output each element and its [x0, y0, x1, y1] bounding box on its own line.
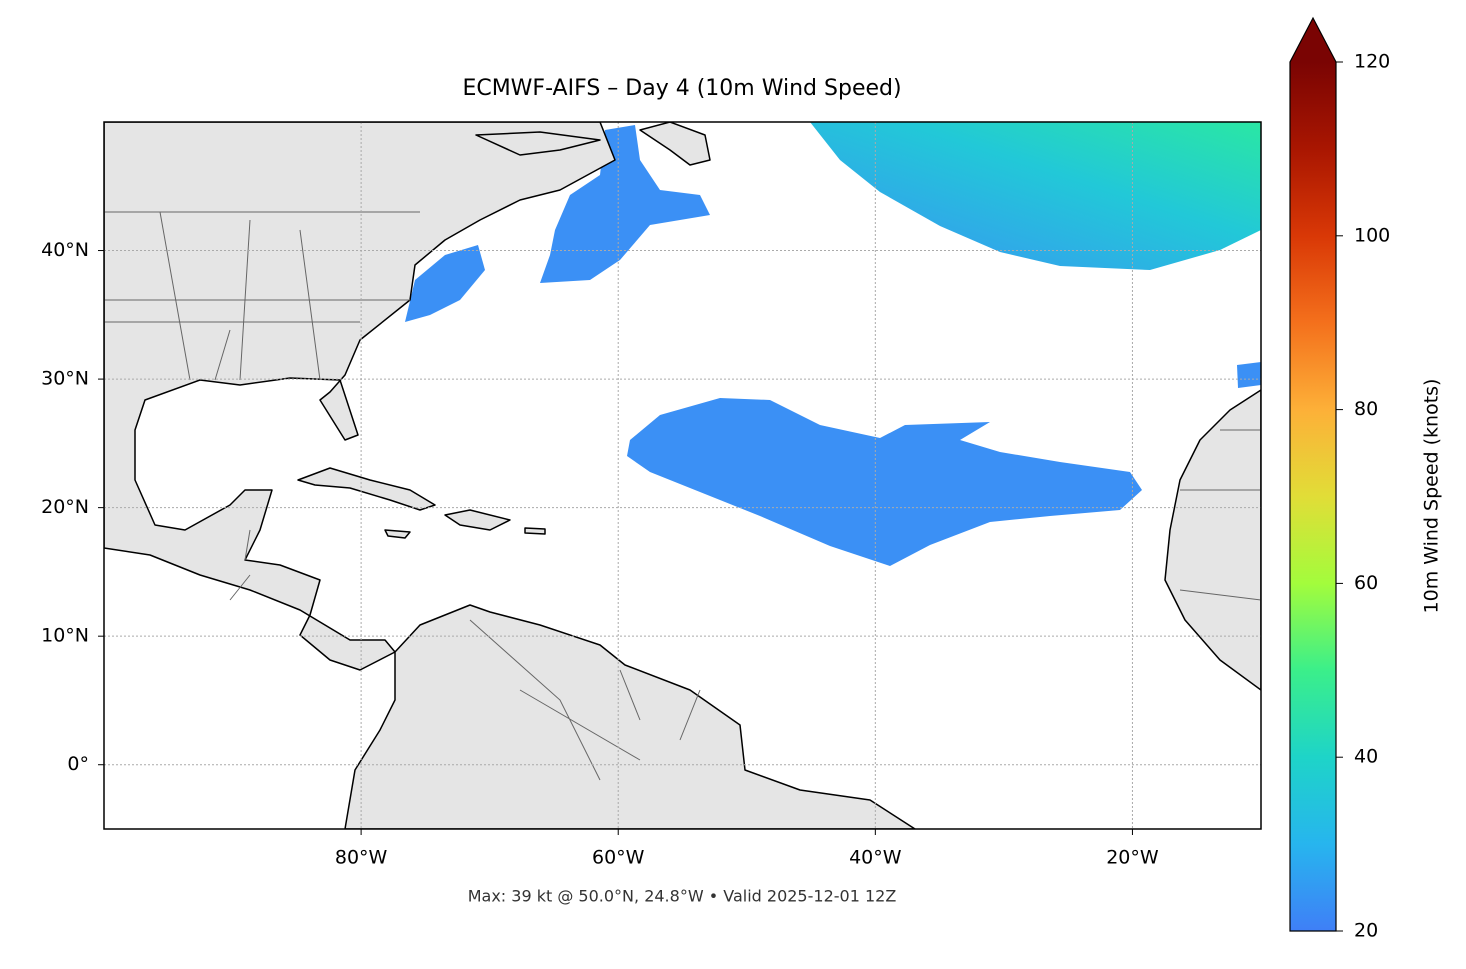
map-area: [104, 122, 1261, 829]
colorbar-tick-label: 40: [1354, 746, 1378, 768]
island: [297, 467, 436, 511]
border: [104, 211, 1261, 781]
wind-area: [540, 125, 710, 283]
x-tick-label: 80°W: [335, 847, 388, 869]
island: [524, 527, 546, 535]
wind-area: [627, 398, 1142, 566]
colorbar-tick-label: 100: [1354, 224, 1390, 246]
colorbar-tick-label: 120: [1354, 51, 1390, 73]
y-tick-label: 0°: [67, 753, 89, 775]
wind-area: [810, 122, 1261, 270]
colorbar-frame: [1289, 16, 1337, 932]
island: [639, 122, 711, 166]
island: [475, 131, 601, 156]
x-tick-label: 40°W: [849, 847, 902, 869]
land: [104, 122, 616, 671]
wind-area: [405, 245, 485, 322]
y-tick-label: 40°N: [41, 239, 89, 261]
colorbar-tick-label: 20: [1354, 920, 1378, 942]
y-tick-label: 20°N: [41, 496, 89, 518]
land: [1164, 389, 1261, 691]
wind-area: [1237, 362, 1261, 388]
x-tick-label: 60°W: [592, 847, 645, 869]
gridlines: [104, 122, 1261, 829]
x-tick-label: 20°W: [1106, 847, 1159, 869]
y-tick-label: 10°N: [41, 625, 89, 647]
map-title: ECMWF-AIFS – Day 4 (10m Wind Speed): [462, 76, 901, 101]
footer-note: Max: 39 kt @ 50.0°N, 24.8°W • Valid 2025…: [468, 887, 897, 906]
island: [384, 529, 411, 539]
colorbar-tick-label: 60: [1354, 572, 1378, 594]
colorbar-tick-label: 80: [1354, 398, 1378, 420]
map-frame: [103, 121, 1262, 830]
colorbar: [1290, 62, 1336, 931]
colorbar-label: 10m Wind Speed (knots): [1421, 379, 1443, 614]
island: [444, 509, 511, 531]
y-tick-label: 30°N: [41, 368, 89, 390]
land: [344, 604, 916, 829]
colorbar-extend: [1290, 18, 1336, 62]
